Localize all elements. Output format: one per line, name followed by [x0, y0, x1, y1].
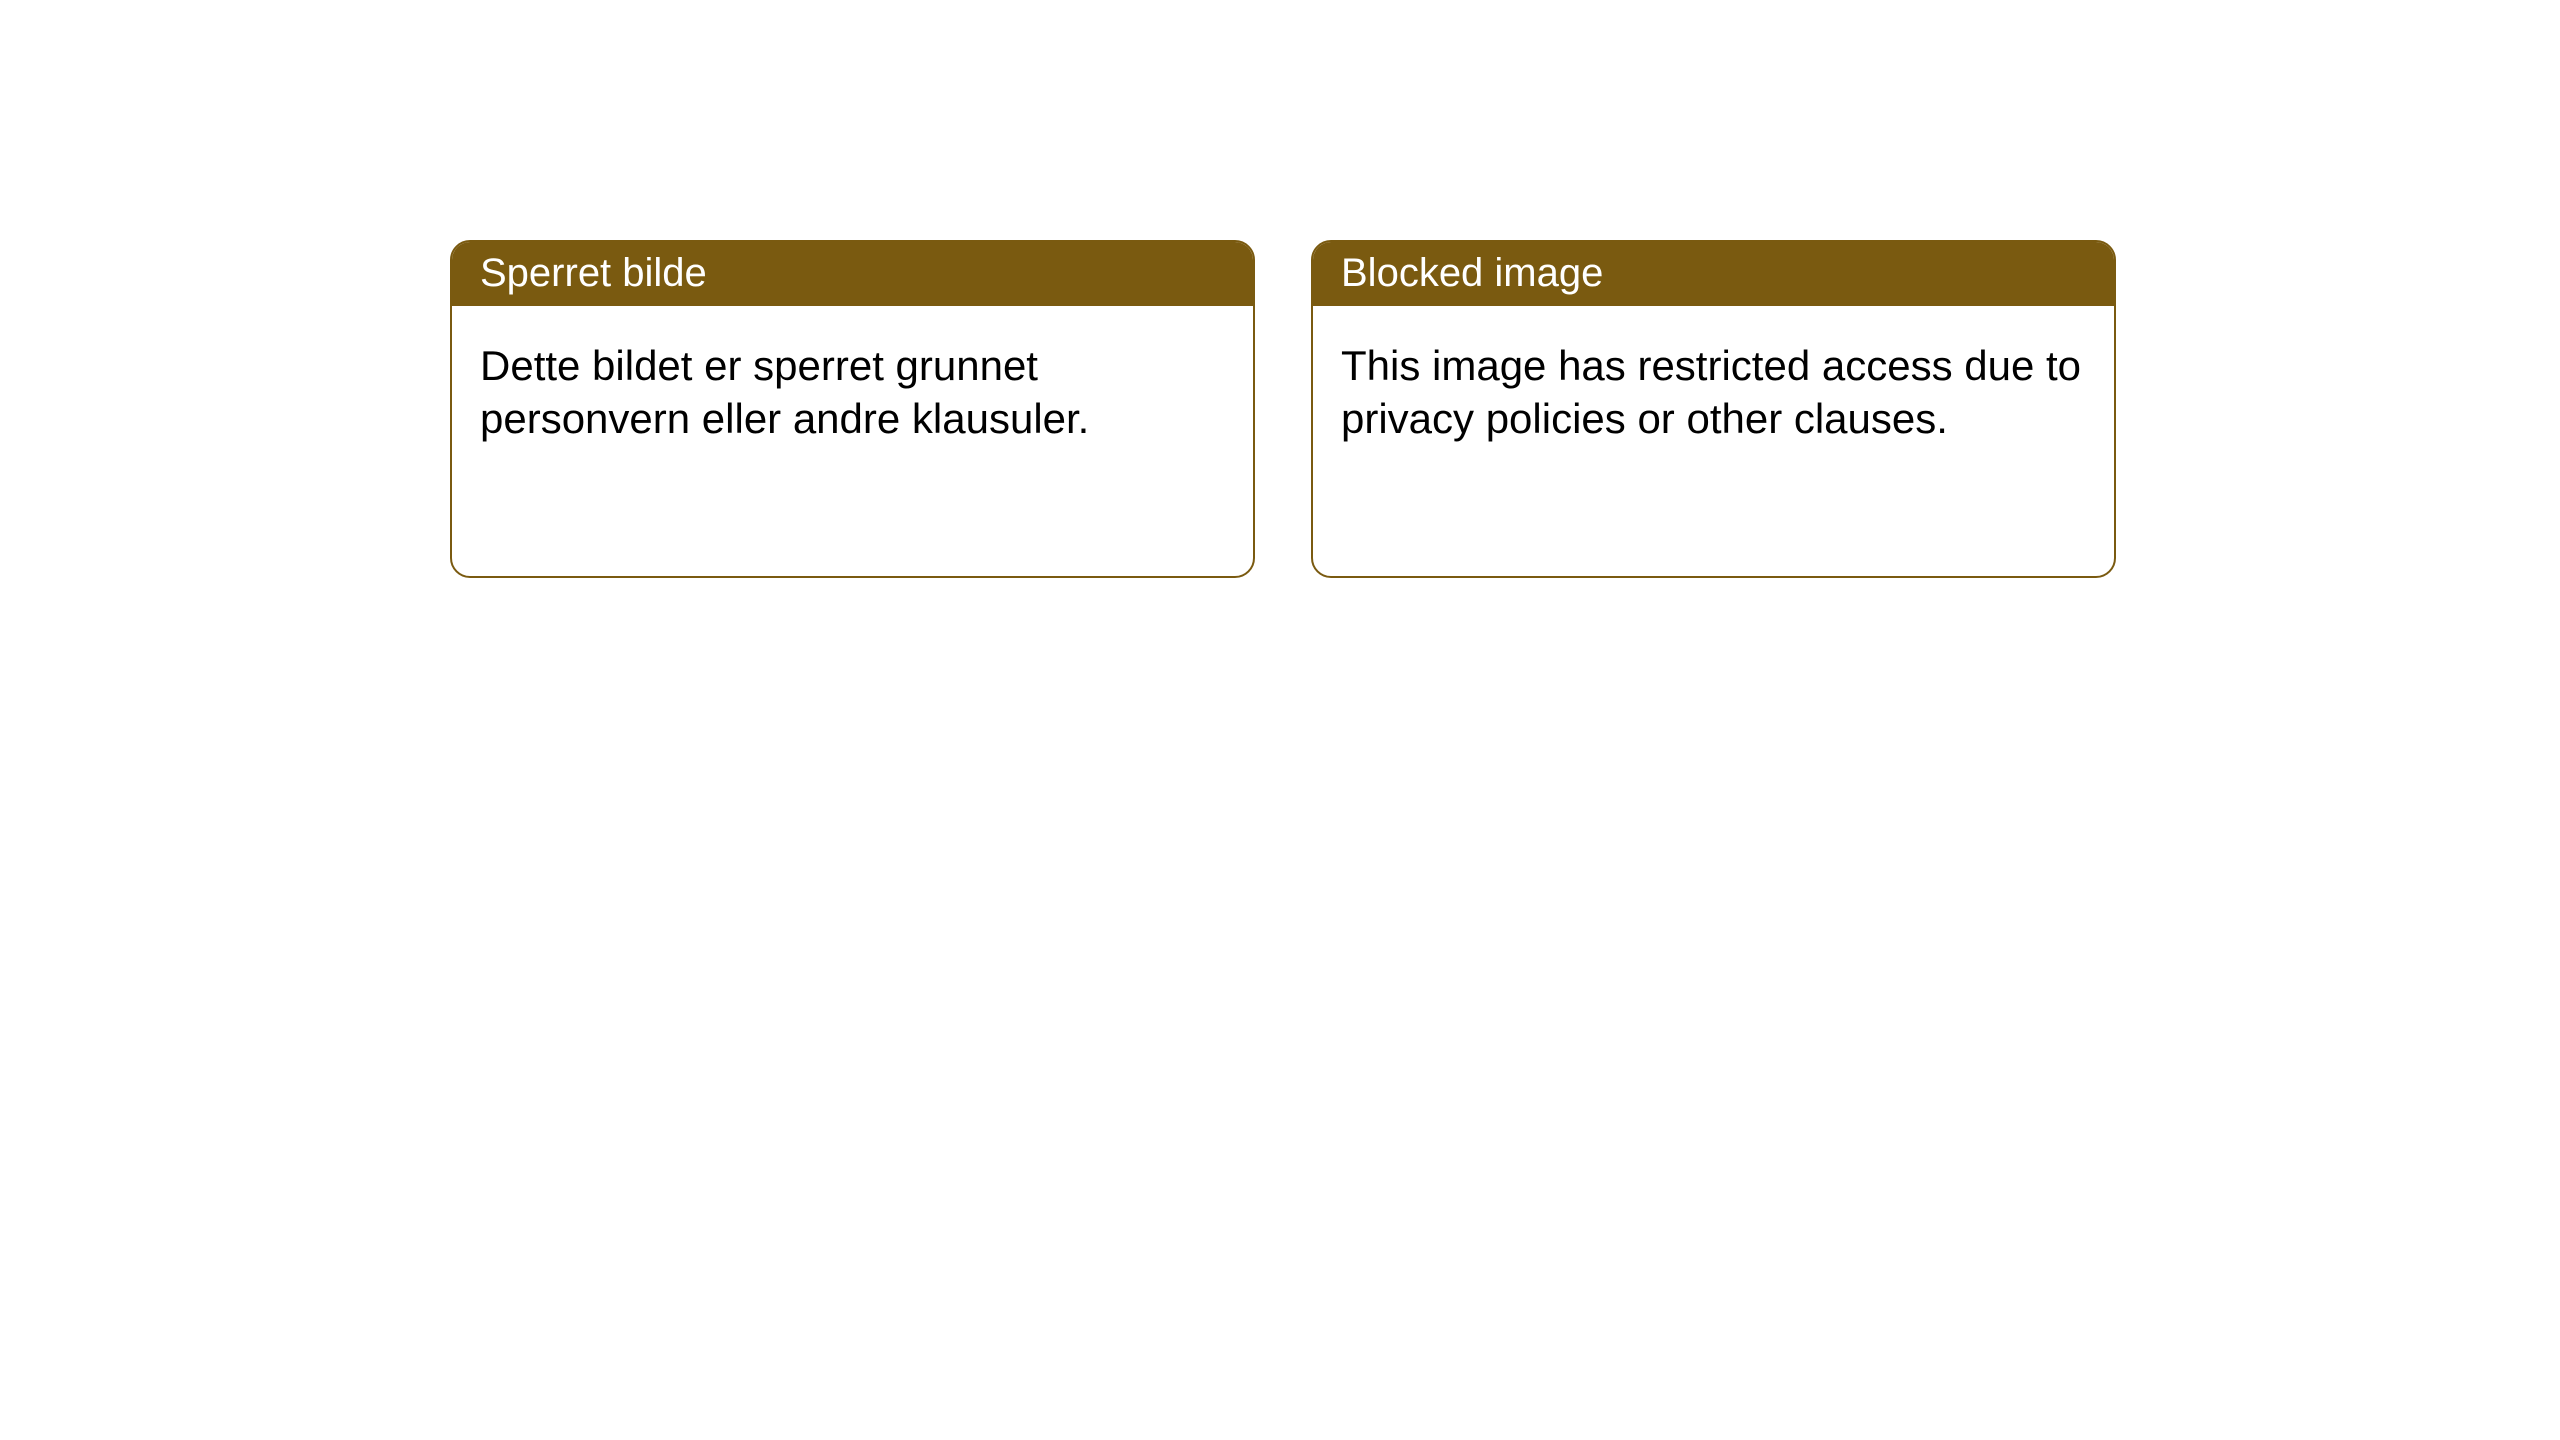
notice-body-norwegian: Dette bildet er sperret grunnet personve… [452, 306, 1253, 473]
notice-container: Sperret bilde Dette bildet er sperret gr… [450, 240, 2116, 578]
notice-body-english: This image has restricted access due to … [1313, 306, 2114, 473]
notice-header-english: Blocked image [1313, 242, 2114, 306]
notice-card-norwegian: Sperret bilde Dette bildet er sperret gr… [450, 240, 1255, 578]
notice-card-english: Blocked image This image has restricted … [1311, 240, 2116, 578]
notice-header-norwegian: Sperret bilde [452, 242, 1253, 306]
